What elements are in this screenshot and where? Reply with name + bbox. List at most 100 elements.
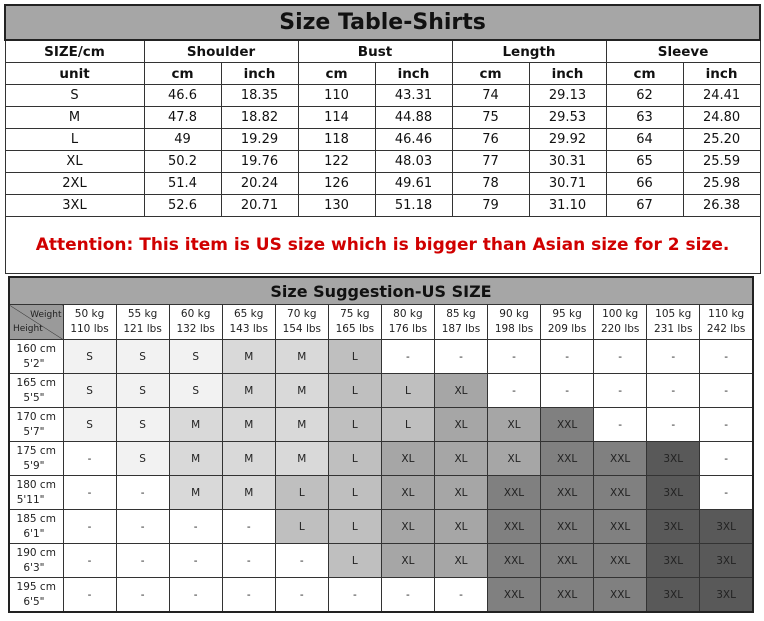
height-header: 170 cm 5'7" bbox=[8, 407, 64, 442]
size-cell: M bbox=[168, 441, 223, 476]
size-cell: M bbox=[274, 373, 329, 408]
height-header: 195 cm 6'5" bbox=[8, 577, 64, 613]
size-cell: - bbox=[540, 339, 595, 374]
weight-value: 105 kg bbox=[655, 308, 692, 320]
size-cell: - bbox=[62, 441, 117, 476]
weight-value: 110 lbs bbox=[70, 323, 109, 335]
size-cell: - bbox=[168, 543, 223, 578]
size-cell: - bbox=[115, 475, 170, 510]
suggestion-row: 180 cm 5'11" - - M M L L XL XL XXL XXL XXL 3XL - bbox=[8, 475, 754, 510]
size-cell: M bbox=[221, 441, 276, 476]
table-cell: 63 bbox=[605, 106, 684, 129]
height-value: 5'11" bbox=[16, 493, 45, 506]
table-cell: 49.61 bbox=[374, 172, 453, 195]
weight-value: 50 kg bbox=[74, 308, 105, 320]
table-cell: 18.82 bbox=[220, 106, 299, 129]
size-cell: M bbox=[221, 475, 276, 510]
size-cell: XXL bbox=[540, 475, 595, 510]
size-cell: L bbox=[327, 339, 382, 374]
size-cell: XXL bbox=[593, 543, 648, 578]
unit-header: cm bbox=[143, 62, 222, 85]
size-table: Size Table-Shirts SIZE/cm Shoulder Bust Len… bbox=[3, 4, 762, 274]
unit-header: inch bbox=[374, 62, 453, 85]
size-cell: - bbox=[486, 339, 542, 374]
table-cell: 79 bbox=[451, 194, 530, 217]
size-table-title: Size Table-Shirts bbox=[3, 4, 762, 41]
size-cell: XXL bbox=[593, 577, 648, 613]
table-cell: 26.38 bbox=[682, 194, 761, 217]
table-row: L 49 19.29 118 46.46 76 29.92 64 25.20 bbox=[4, 128, 761, 151]
table-cell: 18.35 bbox=[220, 84, 299, 107]
height-header: 165 cm 5'5" bbox=[8, 373, 64, 408]
size-cell: XXL bbox=[486, 475, 542, 510]
weight-value: 242 lbs bbox=[706, 323, 746, 335]
table-cell: S bbox=[4, 84, 145, 107]
size-cell: S bbox=[62, 339, 117, 374]
suggestion-row: 175 cm 5'9" - S M M M L XL XL XL XXL XXL 3XL - bbox=[8, 441, 754, 476]
weight-header: 55 kg 121 lbs bbox=[115, 304, 170, 340]
table-cell: 20.24 bbox=[220, 172, 299, 195]
weight-label: Weight bbox=[30, 310, 62, 320]
size-cell: M bbox=[168, 475, 223, 510]
weight-value: 110 kg bbox=[708, 308, 745, 320]
table-cell: 76 bbox=[451, 128, 530, 151]
table-row: 3XL 52.6 20.71 130 51.18 79 31.10 67 26.38 bbox=[4, 194, 761, 217]
height-value: 5'5" bbox=[23, 391, 45, 404]
height-header: 190 cm 6'3" bbox=[8, 543, 64, 578]
height-value: 165 cm bbox=[16, 376, 56, 389]
size-cell: M bbox=[221, 339, 276, 374]
weight-value: 121 lbs bbox=[123, 323, 162, 335]
size-cell: - bbox=[540, 373, 595, 408]
weight-value: 209 lbs bbox=[547, 323, 587, 335]
table-cell: M bbox=[4, 106, 145, 129]
size-cell: S bbox=[115, 441, 170, 476]
size-cell: - bbox=[646, 373, 701, 408]
size-cell: - bbox=[699, 475, 754, 510]
size-cell: S bbox=[115, 407, 170, 442]
size-cell: M bbox=[274, 441, 329, 476]
column-header: Length bbox=[451, 39, 607, 63]
suggestion-row: 190 cm 6'3" - - - - - L XL XL XXL XXL XXL 3XL 3XL bbox=[8, 543, 754, 578]
size-cell: L bbox=[327, 373, 382, 408]
table-cell: 75 bbox=[451, 106, 530, 129]
size-cell: - bbox=[221, 543, 276, 578]
size-cell: - bbox=[62, 509, 117, 544]
suggestion-row: 185 cm 6'1" - - - - L L XL XL XXL XXL XXL 3XL 3XL bbox=[8, 509, 754, 544]
size-cell: S bbox=[62, 407, 117, 442]
table-cell: XL bbox=[4, 150, 145, 173]
size-cell: - bbox=[593, 373, 648, 408]
table-cell: 24.41 bbox=[682, 84, 761, 107]
table-cell: 74 bbox=[451, 84, 530, 107]
table-cell: 30.71 bbox=[528, 172, 607, 195]
size-cell: 3XL bbox=[646, 475, 701, 510]
weight-value: 176 lbs bbox=[388, 323, 428, 335]
table-cell: 64 bbox=[605, 128, 684, 151]
table-cell: 31.10 bbox=[528, 194, 607, 217]
height-value: 6'1" bbox=[23, 527, 45, 540]
table-cell: 25.20 bbox=[682, 128, 761, 151]
unit-header: inch bbox=[528, 62, 607, 85]
weight-value: 75 kg bbox=[340, 308, 370, 320]
table-cell: 24.80 bbox=[682, 106, 761, 129]
size-cell: S bbox=[115, 339, 170, 374]
weight-value: 100 kg bbox=[602, 308, 639, 320]
size-cell: - bbox=[380, 577, 435, 613]
size-cell: XXL bbox=[540, 441, 595, 476]
height-header: 160 cm 5'2" bbox=[8, 339, 64, 374]
unit-header: cm bbox=[605, 62, 684, 85]
weight-value: 132 lbs bbox=[176, 323, 215, 335]
column-header: Shoulder bbox=[143, 39, 299, 63]
weight-header: 90 kg 198 lbs bbox=[486, 304, 542, 340]
table-cell: 51.18 bbox=[374, 194, 453, 217]
table-cell: 49 bbox=[143, 128, 222, 151]
size-cell: L bbox=[327, 543, 382, 578]
size-cell: M bbox=[221, 373, 276, 408]
size-cell: XXL bbox=[486, 577, 542, 613]
size-cell: XXL bbox=[593, 475, 648, 510]
size-cell: XL bbox=[433, 509, 489, 544]
table-cell: 19.29 bbox=[220, 128, 299, 151]
table-cell: 51.4 bbox=[143, 172, 222, 195]
height-value: 195 cm bbox=[16, 580, 56, 593]
height-value: 6'3" bbox=[23, 561, 45, 574]
height-header: 185 cm 6'1" bbox=[8, 509, 64, 544]
